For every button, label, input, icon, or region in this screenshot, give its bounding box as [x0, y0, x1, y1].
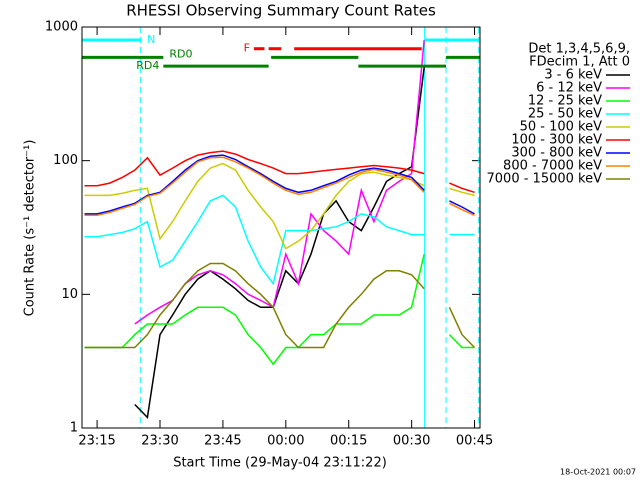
axis-box	[81, 26, 481, 429]
series-line	[84, 162, 475, 250]
series-line	[84, 150, 475, 194]
plot-area	[82, 27, 480, 428]
x-axis-label: Start Time (29-May-04 23:11:22)	[173, 456, 387, 471]
series-line	[134, 39, 425, 325]
x-tick-label: 23:45	[204, 434, 241, 449]
y-axis-label: Count Rate (s⁻¹ detector⁻¹)	[23, 140, 38, 317]
series-line	[84, 154, 475, 215]
series-line	[84, 262, 476, 349]
legend-label: 12 - 25 keV	[528, 94, 602, 109]
x-tick-label: 00:45	[456, 434, 493, 449]
y-tick-label: 1000	[45, 20, 78, 35]
legend-title: Det 1,3,4,5,6,9,	[528, 42, 630, 57]
legend-title: FDecim 1, Att 0	[529, 55, 630, 70]
y-tick-label: 10	[61, 287, 78, 302]
legend-label: 25 - 50 keV	[528, 107, 602, 122]
flag-label: RD0	[169, 47, 192, 60]
legend-label: 300 - 800 keV	[511, 146, 602, 161]
flag-label: N	[147, 33, 155, 46]
legend-label: 3 - 6 keV	[544, 68, 602, 83]
flag-label: RD4	[136, 59, 159, 72]
legend-label: 800 - 7000 keV	[503, 159, 602, 174]
flag-label: F	[244, 42, 250, 55]
legend-label: 7000 - 15000 keV	[487, 172, 603, 187]
legend-label: 100 - 300 keV	[511, 133, 602, 148]
y-tick-label: 100	[53, 153, 78, 168]
x-tick-label: 00:00	[267, 434, 304, 449]
footer: 18-Oct-2021 00:07	[560, 468, 636, 477]
y-tick-label: 1	[70, 421, 78, 436]
series-line	[84, 156, 475, 217]
x-tick-label: 23:30	[141, 434, 178, 449]
x-tick-label: 00:15	[330, 434, 367, 449]
x-tick-label: 00:30	[393, 434, 430, 449]
series-line	[84, 194, 475, 286]
chart-title: RHESSI Observing Summary Count Rates	[126, 2, 436, 20]
x-tick-label: 23:15	[78, 434, 115, 449]
series-line	[84, 253, 475, 366]
legend-label: 50 - 100 keV	[520, 120, 603, 135]
series-line	[135, 67, 450, 428]
legend-label: 6 - 12 keV	[536, 81, 602, 96]
